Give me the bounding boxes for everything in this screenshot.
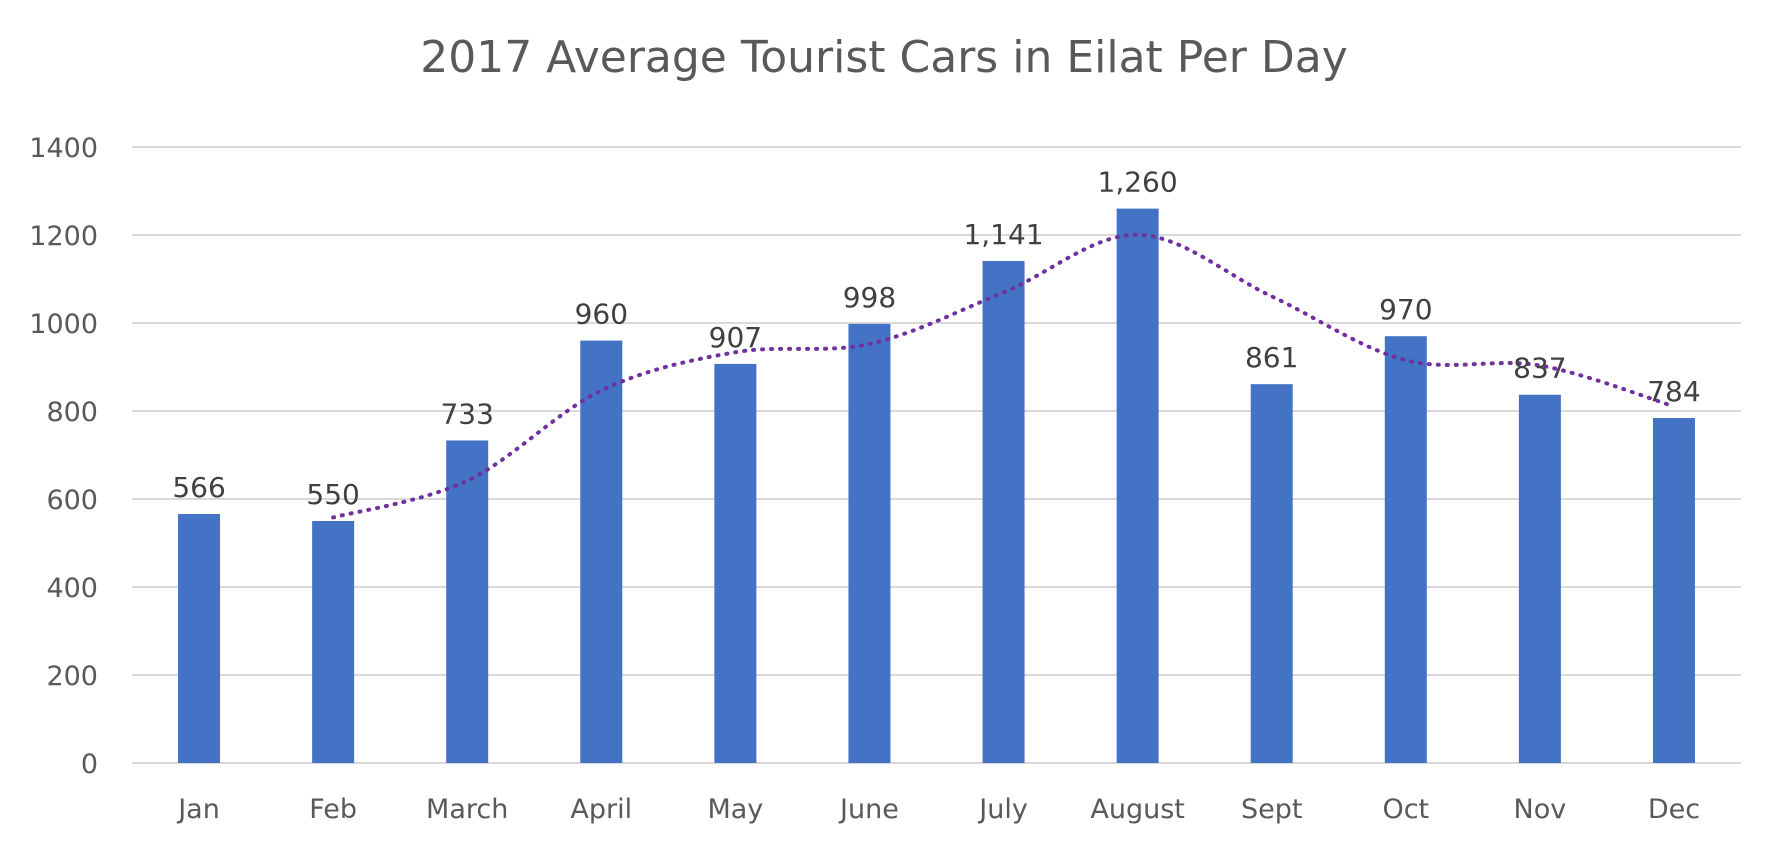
bar (312, 521, 355, 763)
x-tick-label: Jan (176, 794, 220, 825)
data-label: 837 (1513, 352, 1566, 385)
trendline-layer (331, 232, 1676, 520)
bars (178, 208, 1695, 764)
data-label: 861 (1245, 341, 1298, 374)
data-label: 970 (1379, 293, 1432, 326)
bar (1518, 394, 1561, 763)
bar (580, 340, 623, 763)
y-tick-label: 800 (46, 397, 98, 428)
data-label: 907 (709, 321, 762, 354)
chart-title: 2017 Average Tourist Cars in Eilat Per D… (420, 32, 1348, 83)
y-axis-tick-labels: 0 200 400 600 800 1000 1200 1400 (29, 133, 98, 780)
x-tick-label: Nov (1514, 794, 1567, 825)
bar (1250, 384, 1293, 763)
y-tick-label: 0 (81, 749, 98, 780)
x-tick-label: May (707, 794, 763, 825)
data-label: 1,141 (963, 218, 1043, 251)
bar (178, 513, 221, 763)
x-tick-label: July (977, 794, 1028, 825)
x-axis-category-labels: Jan Feb March April May June July August Sept Oct… (176, 794, 1700, 825)
bar (446, 440, 489, 763)
bar (848, 323, 891, 763)
y-tick-label: 600 (46, 485, 98, 516)
moving-average-trendline (331, 232, 1676, 520)
y-tick-label: 200 (46, 661, 98, 692)
y-tick-label: 400 (46, 573, 98, 604)
x-tick-label: Feb (309, 794, 357, 825)
y-tick-label: 1000 (29, 309, 98, 340)
y-tick-label: 1400 (29, 133, 98, 164)
x-tick-label: March (426, 794, 508, 825)
y-tick-label: 1200 (29, 221, 98, 252)
x-tick-label: April (570, 794, 632, 825)
data-labels: 566 550 733 960 907 998 1,141 1,260 861 970 837 784 (172, 166, 1700, 511)
data-label: 550 (306, 478, 359, 511)
bar (1384, 336, 1427, 763)
bar (1652, 418, 1695, 763)
data-label: 733 (440, 397, 493, 430)
data-label: 1,260 (1098, 166, 1178, 199)
data-label: 784 (1647, 375, 1700, 408)
x-tick-label: Sept (1241, 794, 1302, 825)
x-tick-label: Oct (1382, 794, 1429, 825)
bar (714, 363, 757, 763)
data-label: 566 (172, 471, 225, 504)
x-tick-label: August (1090, 794, 1185, 825)
x-tick-label: Dec (1648, 794, 1700, 825)
data-label: 960 (575, 298, 628, 331)
gridlines (132, 146, 1741, 764)
bar (982, 260, 1025, 763)
x-tick-label: June (838, 794, 899, 825)
data-label: 998 (843, 281, 896, 314)
bar (1116, 208, 1159, 764)
